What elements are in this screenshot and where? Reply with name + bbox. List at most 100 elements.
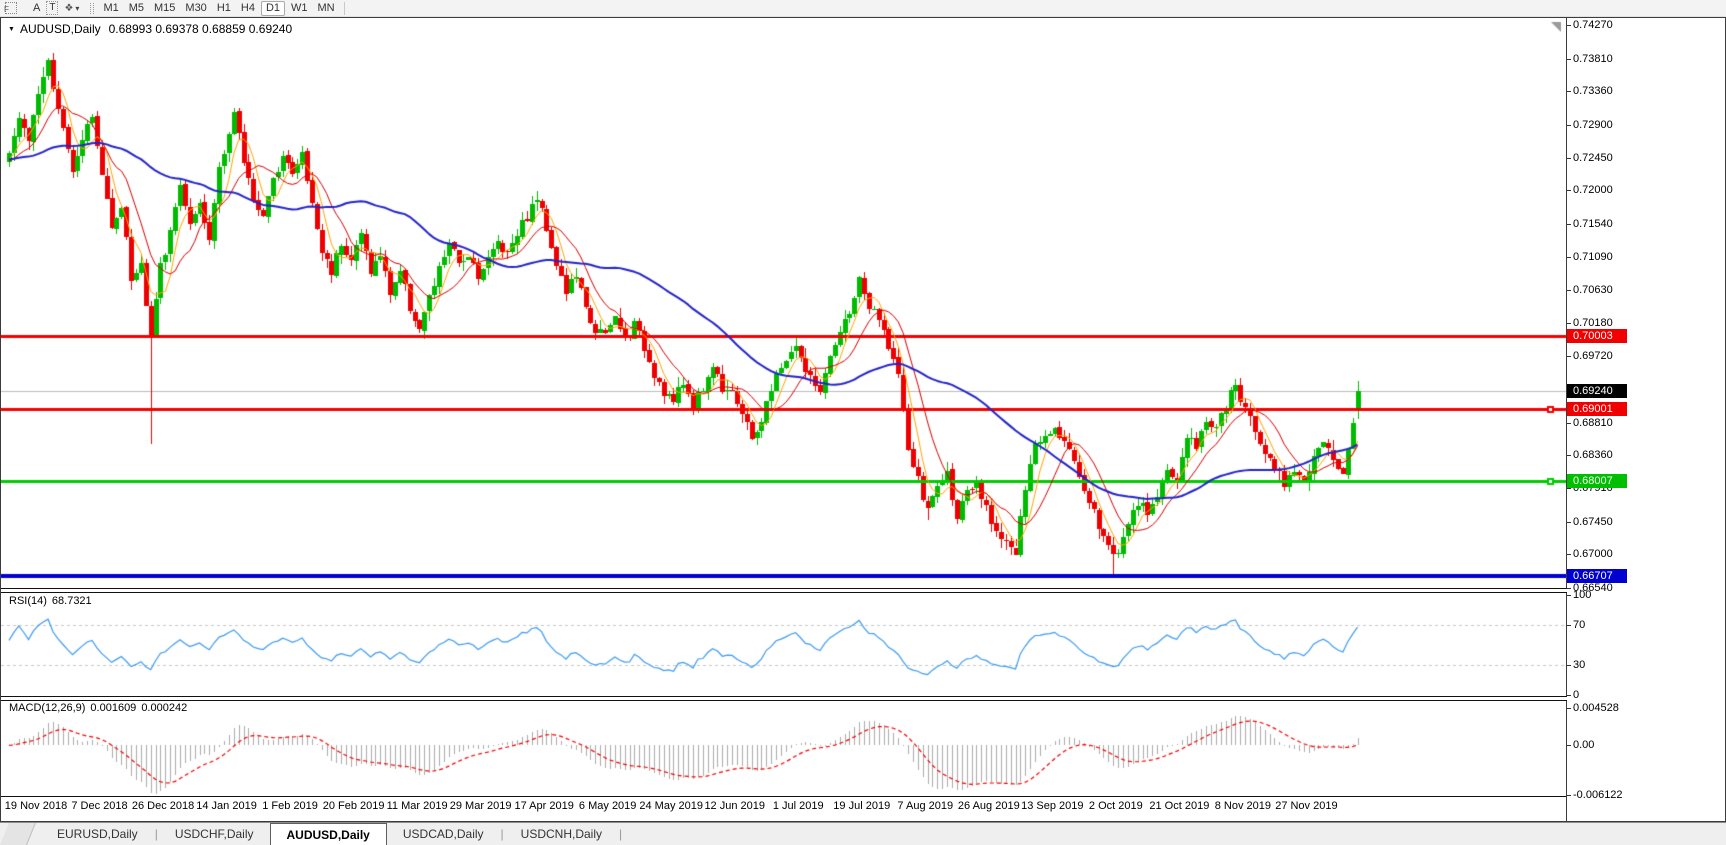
timeframe-button-d1[interactable]: D1	[260, 0, 285, 16]
price-tick-mark	[1567, 522, 1571, 523]
macd-indicator-canvas[interactable]	[1, 700, 1567, 796]
date-axis-label: 26 Dec 2018	[131, 800, 195, 812]
rsi-name: RSI(14)	[9, 595, 47, 607]
price-axis-border	[1566, 18, 1567, 821]
price-tick-mark	[1567, 423, 1571, 424]
price-tick-label: 0.67450	[1573, 516, 1613, 528]
price-tick-label: 0.69720	[1573, 350, 1613, 362]
rsi-tick-label: 100	[1573, 589, 1592, 601]
price-tick-label: 0.68810	[1573, 417, 1613, 429]
price-tick-label: 0.73360	[1573, 85, 1613, 97]
chart-grid-icon[interactable]: F	[4, 1, 25, 15]
price-tick-label: 0.71090	[1573, 251, 1613, 263]
macd-panel-separator[interactable]	[1, 696, 1567, 701]
rsi-tick-label: 30	[1573, 659, 1586, 671]
main-toolbar: F A T ❖ ▾ M1 M5 M15 M30 H1 H4 D1 W1 MN	[0, 0, 1726, 17]
chart-tab-usdchf[interactable]: USDCHF,Daily	[174, 827, 254, 841]
macd-panel-label: MACD(12,26,9) 0.001609 0.000242	[9, 702, 192, 714]
rsi-tick-label: 70	[1573, 619, 1586, 631]
macd-tick-label: 0.004528	[1573, 702, 1619, 714]
price-tick-label: 0.72900	[1573, 119, 1613, 131]
chart-tab-usdcnh[interactable]: USDCNH,Daily	[520, 827, 603, 841]
timeframe-button-h1[interactable]: H1	[216, 1, 231, 14]
date-axis-label: 11 Mar 2019	[386, 800, 448, 812]
date-axis-label: 14 Jan 2019	[196, 800, 257, 812]
price-tick-label: 0.71540	[1573, 218, 1613, 230]
date-axis-label: 2 Oct 2019	[1088, 800, 1143, 812]
toolbar-grip[interactable]	[90, 2, 95, 14]
macd-tick-mark	[1567, 795, 1571, 796]
price-tick-mark	[1567, 59, 1571, 60]
macd-tick-mark	[1567, 708, 1571, 709]
price-tick-mark	[1567, 158, 1571, 159]
date-axis-label: 26 Aug 2019	[957, 800, 1020, 812]
date-axis-label: 19 Nov 2018	[4, 800, 68, 812]
macd-tick-mark	[1567, 745, 1571, 746]
price-badge: 0.70003	[1567, 329, 1627, 343]
timeframe-button-mn[interactable]: MN	[317, 1, 335, 14]
rsi-panel-separator[interactable]	[1, 588, 1567, 593]
date-axis-label: 21 Oct 2019	[1149, 800, 1210, 812]
price-tick-label: 0.70180	[1573, 317, 1613, 329]
price-tick-mark	[1567, 224, 1571, 225]
tab-separator: |	[154, 827, 158, 841]
rsi-indicator-canvas[interactable]	[1, 592, 1567, 696]
shapes-tool-button[interactable]: ❖ ▾	[60, 1, 83, 16]
date-axis-label: 13 Sep 2019	[1021, 800, 1084, 812]
price-tick-mark	[1567, 125, 1571, 126]
chart-tab-audusd[interactable]: AUDUSD,Daily	[269, 823, 387, 845]
price-tick-mark	[1567, 554, 1571, 555]
price-tick-label: 0.72450	[1573, 152, 1613, 164]
chart-ohlc-values: 0.68993 0.69378 0.68859 0.69240	[108, 22, 293, 36]
price-tick-mark	[1567, 323, 1571, 324]
main-price-chart-canvas[interactable]	[1, 18, 1567, 589]
chart-dropdown-icon[interactable]: ▼	[8, 26, 15, 33]
rsi-tick-mark	[1567, 665, 1571, 666]
price-tick-mark	[1567, 91, 1571, 92]
timeframe-toolbar: M1 M5 M15 M30 H1 H4 D1 W1 MN	[98, 0, 339, 16]
price-tick-label: 0.67000	[1573, 548, 1613, 560]
chevron-down-icon: ▾	[75, 3, 80, 13]
price-badge: 0.69240	[1567, 384, 1627, 398]
rsi-tick-label: 0	[1573, 689, 1580, 701]
price-badge: 0.68007	[1567, 474, 1627, 488]
date-axis-label: 27 Nov 2019	[1275, 800, 1338, 812]
chart-tab-bar: EURUSD,Daily | USDCHF,Daily AUDUSD,Daily USD…	[0, 822, 1726, 845]
date-axis-label: 6 May 2019	[578, 800, 637, 812]
timeframe-button-m30[interactable]: M30	[185, 1, 207, 14]
price-tick-label: 0.66540	[1573, 582, 1613, 594]
chart-tab-eurusd[interactable]: EURUSD,Daily	[57, 827, 138, 841]
macd-tick-label: 0.00	[1573, 739, 1595, 751]
date-axis-label: 24 May 2019	[639, 800, 703, 812]
date-axis-label: 1 Jul 2019	[772, 800, 824, 812]
chart-tab-usdcad[interactable]: USDCAD,Daily	[402, 827, 484, 841]
price-tick-label: 0.73810	[1573, 53, 1613, 65]
date-axis-label: 7 Dec 2018	[71, 800, 128, 812]
timeframe-button-h4[interactable]: H4	[240, 1, 255, 14]
rsi-panel-label: RSI(14) 68.7321	[9, 595, 97, 607]
date-axis-label: 12 Jun 2019	[704, 800, 765, 812]
price-badge: 0.66707	[1567, 569, 1627, 583]
price-tick-label: 0.68360	[1573, 449, 1613, 461]
text-label-tool-icon[interactable]: T	[46, 1, 59, 15]
macd-bottom-border	[1, 796, 1567, 797]
timeframe-button-m15[interactable]: M15	[154, 1, 176, 14]
date-axis-label: 29 Mar 2019	[449, 800, 512, 812]
rsi-tick-mark	[1567, 595, 1571, 596]
price-tick-mark	[1567, 455, 1571, 456]
date-axis-label: 20 Feb 2019	[322, 800, 385, 812]
price-tick-mark	[1567, 356, 1571, 357]
rsi-tick-mark	[1567, 695, 1571, 696]
timeframe-button-w1[interactable]: W1	[291, 1, 308, 14]
macd-tick-label: -0.006122	[1573, 789, 1623, 801]
chart-symbol-period: AUDUSD,Daily	[19, 22, 101, 36]
timeframe-button-m1[interactable]: M1	[103, 1, 119, 14]
tab-separator: |	[619, 827, 623, 841]
macd-main-value: 0.001609	[90, 702, 137, 714]
price-tick-label: 0.74270	[1573, 19, 1613, 31]
date-axis-label: 19 Jul 2019	[833, 800, 891, 812]
font-tool-icon[interactable]: A	[33, 1, 41, 14]
price-tick-mark	[1567, 257, 1571, 258]
timeframe-button-m5[interactable]: M5	[128, 1, 144, 14]
price-tick-mark	[1567, 488, 1571, 489]
